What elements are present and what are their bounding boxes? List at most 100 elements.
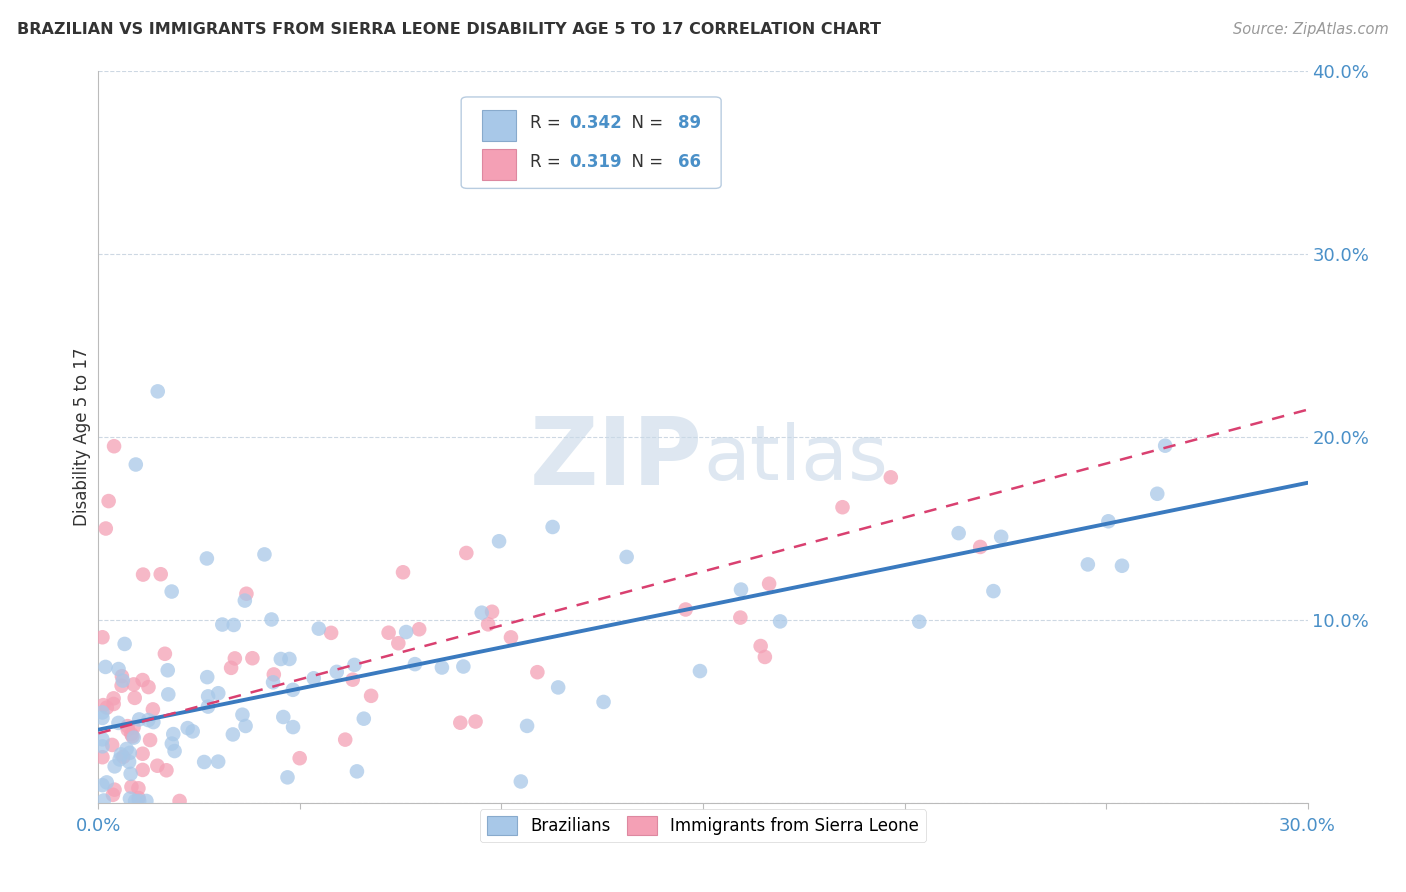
Text: N =: N = [621, 153, 668, 171]
Text: R =: R = [530, 153, 567, 171]
Point [948, 526, 970, 541]
Point [360, 689, 382, 703]
Point [769, 615, 792, 629]
Point [132, 567, 155, 582]
Point [122, 731, 145, 745]
Point [169, 794, 191, 808]
Point [101, 788, 124, 802]
Text: BRAZILIAN VS IMMIGRANTS FROM SIERRA LEONE DISABILITY AGE 5 TO 17 CORRELATION CHA: BRAZILIAN VS IMMIGRANTS FROM SIERRA LEON… [17, 22, 882, 37]
Point [117, 723, 139, 737]
Point [197, 690, 219, 704]
Point [120, 727, 142, 741]
Point [97, 494, 120, 508]
Point [749, 639, 772, 653]
Point [758, 576, 780, 591]
Point [404, 657, 426, 672]
Point [142, 702, 165, 716]
Point [449, 715, 471, 730]
Point [235, 719, 257, 733]
Point [120, 767, 142, 781]
Point [271, 710, 294, 724]
Text: atlas: atlas [703, 422, 887, 496]
Point [118, 746, 141, 760]
Point [135, 794, 157, 808]
Point [342, 673, 364, 687]
Point [481, 605, 503, 619]
Point [160, 584, 183, 599]
Point [1146, 487, 1168, 501]
Point [1077, 558, 1099, 572]
Point [321, 625, 343, 640]
Point [207, 755, 229, 769]
Point [430, 660, 453, 674]
Point [235, 587, 257, 601]
Point [162, 727, 184, 741]
Point [91, 732, 114, 747]
Point [122, 720, 145, 734]
FancyBboxPatch shape [482, 149, 516, 179]
FancyBboxPatch shape [461, 97, 721, 188]
Point [983, 584, 1005, 599]
Point [91, 630, 114, 644]
Point [453, 659, 475, 673]
Point [91, 739, 114, 754]
Text: ZIP: ZIP [530, 413, 703, 505]
Point [111, 673, 134, 688]
Point [108, 752, 131, 766]
Point [120, 780, 142, 794]
Point [136, 713, 159, 727]
Point [308, 622, 330, 636]
Point [880, 470, 903, 484]
Point [260, 612, 283, 626]
Point [1097, 514, 1119, 528]
Point [509, 774, 531, 789]
Point [125, 458, 148, 472]
Point [211, 617, 233, 632]
Point [278, 652, 301, 666]
Point [908, 615, 931, 629]
Legend: Brazilians, Immigrants from Sierra Leone: Brazilians, Immigrants from Sierra Leone [479, 809, 927, 842]
Point [139, 733, 162, 747]
Point [346, 764, 368, 779]
Point [104, 759, 127, 773]
Point [118, 791, 141, 805]
Point [262, 675, 284, 690]
Text: Source: ZipAtlas.com: Source: ZipAtlas.com [1233, 22, 1389, 37]
Point [131, 763, 153, 777]
Point [96, 775, 118, 789]
Point [302, 671, 325, 685]
Point [122, 677, 145, 691]
Point [128, 791, 150, 805]
Point [222, 618, 245, 632]
Point [195, 551, 218, 566]
Point [207, 686, 229, 700]
Point [112, 749, 135, 764]
Point [103, 691, 125, 706]
Point [94, 660, 117, 674]
Point [110, 747, 132, 762]
Point [195, 670, 218, 684]
Point [335, 732, 357, 747]
Point [754, 650, 776, 665]
Point [127, 781, 149, 796]
Point [153, 647, 176, 661]
Point [117, 719, 139, 733]
Point [91, 778, 114, 792]
Point [107, 715, 129, 730]
Point [91, 711, 114, 725]
Point [675, 602, 697, 616]
Point [231, 707, 253, 722]
Point [1111, 558, 1133, 573]
Point [270, 652, 292, 666]
Point [326, 665, 349, 679]
Point [146, 384, 169, 399]
Point [101, 738, 124, 752]
Point [103, 782, 125, 797]
Point [111, 679, 134, 693]
Point [93, 793, 115, 807]
Point [91, 750, 114, 764]
Point [160, 737, 183, 751]
Text: 0.342: 0.342 [569, 114, 621, 132]
Point [488, 534, 510, 549]
Y-axis label: Disability Age 5 to 17: Disability Age 5 to 17 [73, 348, 91, 526]
